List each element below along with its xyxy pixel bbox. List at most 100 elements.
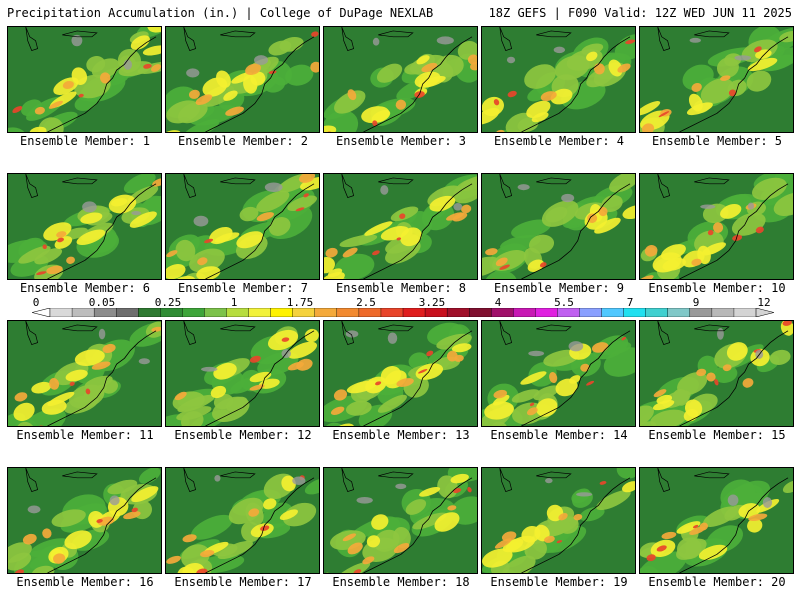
ensemble-map-15 bbox=[639, 320, 794, 427]
precip-blob bbox=[415, 363, 444, 380]
precip-blob bbox=[299, 174, 316, 183]
precip-blob bbox=[747, 518, 763, 533]
precip-blob bbox=[696, 368, 707, 377]
great-lakes-outline bbox=[499, 321, 572, 345]
precip-blob bbox=[395, 99, 407, 110]
precip-blob bbox=[746, 70, 772, 92]
precip-blob bbox=[268, 40, 292, 56]
precip-blob bbox=[107, 479, 138, 495]
great-lakes-outline bbox=[341, 27, 414, 51]
precip-blob bbox=[34, 106, 45, 115]
precip-blob bbox=[616, 468, 635, 479]
coastline bbox=[47, 183, 157, 279]
low-precip-patch bbox=[568, 341, 584, 352]
low-precip-patch bbox=[453, 202, 463, 211]
precip-blob bbox=[706, 372, 716, 382]
colorbar-swatches bbox=[32, 308, 774, 317]
precip-blob bbox=[49, 378, 60, 390]
precip-blob bbox=[692, 524, 699, 529]
precip-blob bbox=[650, 409, 687, 426]
precip-blob bbox=[147, 27, 161, 33]
ensemble-map-16 bbox=[7, 467, 162, 574]
precip-blob bbox=[181, 118, 220, 132]
precip-blob bbox=[85, 388, 91, 395]
low-precip-patch bbox=[345, 330, 359, 338]
ensemble-member-label: Ensemble Member: 17 bbox=[174, 575, 312, 589]
precip-blob bbox=[698, 544, 728, 560]
low-precip-patch bbox=[545, 478, 553, 484]
ensemble-member-label: Ensemble Member: 11 bbox=[16, 428, 154, 442]
ensemble-map-5 bbox=[639, 26, 794, 133]
great-lakes-outline bbox=[341, 468, 414, 492]
colorbar-swatch bbox=[711, 308, 735, 317]
precip-blob bbox=[80, 212, 103, 224]
precip-blob bbox=[57, 237, 64, 243]
low-precip-patch bbox=[576, 492, 593, 497]
great-lakes-outline bbox=[499, 27, 572, 51]
great-lakes-outline bbox=[499, 468, 572, 492]
precip-blob bbox=[325, 247, 338, 258]
colorbar-swatch bbox=[446, 308, 470, 317]
colorbar-swatch bbox=[623, 308, 647, 317]
precip-blob bbox=[447, 505, 457, 511]
precip-blob bbox=[131, 486, 159, 503]
precip-field bbox=[640, 321, 793, 426]
precip-blob bbox=[641, 123, 655, 132]
precip-blob bbox=[502, 555, 536, 573]
precip-blob bbox=[203, 238, 214, 244]
precip-blob bbox=[580, 363, 590, 372]
colorbar-swatch bbox=[424, 308, 448, 317]
ensemble-map-8 bbox=[323, 173, 478, 280]
precip-blob bbox=[700, 78, 734, 104]
ensemble-member-label: Ensemble Member: 5 bbox=[651, 134, 783, 148]
colorbar-tick-label: 0.25 bbox=[154, 296, 182, 309]
ensemble-member-label: Ensemble Member: 3 bbox=[335, 134, 467, 148]
ensemble-map-7 bbox=[165, 173, 320, 280]
precip-blob bbox=[78, 93, 84, 98]
colorbar-swatch bbox=[468, 308, 492, 317]
precip-blob bbox=[656, 394, 673, 404]
precip-blob bbox=[720, 75, 731, 81]
precip-blob bbox=[197, 257, 208, 266]
precip-blob bbox=[482, 548, 513, 568]
precip-blob bbox=[42, 244, 47, 250]
ensemble-map-1 bbox=[7, 26, 162, 133]
precip-blob bbox=[461, 204, 472, 214]
precip-blob bbox=[640, 275, 654, 279]
precip-blob bbox=[467, 487, 472, 493]
coastline bbox=[679, 330, 789, 426]
precip-blob bbox=[311, 31, 319, 37]
precip-blob bbox=[429, 195, 456, 212]
precip-field bbox=[8, 468, 161, 573]
precip-blob bbox=[195, 94, 213, 105]
precip-blob bbox=[691, 258, 702, 266]
precip-blob bbox=[213, 362, 237, 380]
precip-blob bbox=[505, 535, 536, 553]
coastline bbox=[205, 36, 315, 132]
precip-blob bbox=[399, 213, 406, 219]
precip-blob bbox=[640, 551, 687, 573]
precip-blob bbox=[346, 380, 378, 394]
precip-blob bbox=[12, 106, 23, 114]
precip-blob bbox=[334, 253, 375, 279]
precip-blob bbox=[531, 112, 549, 123]
ensemble-map-3 bbox=[323, 26, 478, 133]
precip-blob bbox=[622, 204, 635, 220]
precip-blob bbox=[446, 212, 464, 221]
low-precip-patch bbox=[254, 55, 269, 65]
precip-blob bbox=[726, 342, 748, 361]
precip-blob bbox=[728, 89, 737, 97]
low-precip-patch bbox=[292, 476, 306, 485]
low-precip-patch bbox=[747, 202, 755, 210]
coastline bbox=[521, 36, 631, 132]
precip-blob bbox=[364, 221, 393, 236]
precip-blob bbox=[182, 534, 197, 543]
precip-blob bbox=[495, 257, 508, 267]
precip-blob bbox=[223, 90, 238, 101]
precip-blob bbox=[41, 399, 67, 415]
precip-blob bbox=[494, 538, 512, 549]
precip-blob bbox=[540, 91, 557, 102]
precip-blob bbox=[396, 237, 402, 241]
precip-blob bbox=[210, 385, 227, 399]
precip-blob bbox=[181, 544, 210, 569]
